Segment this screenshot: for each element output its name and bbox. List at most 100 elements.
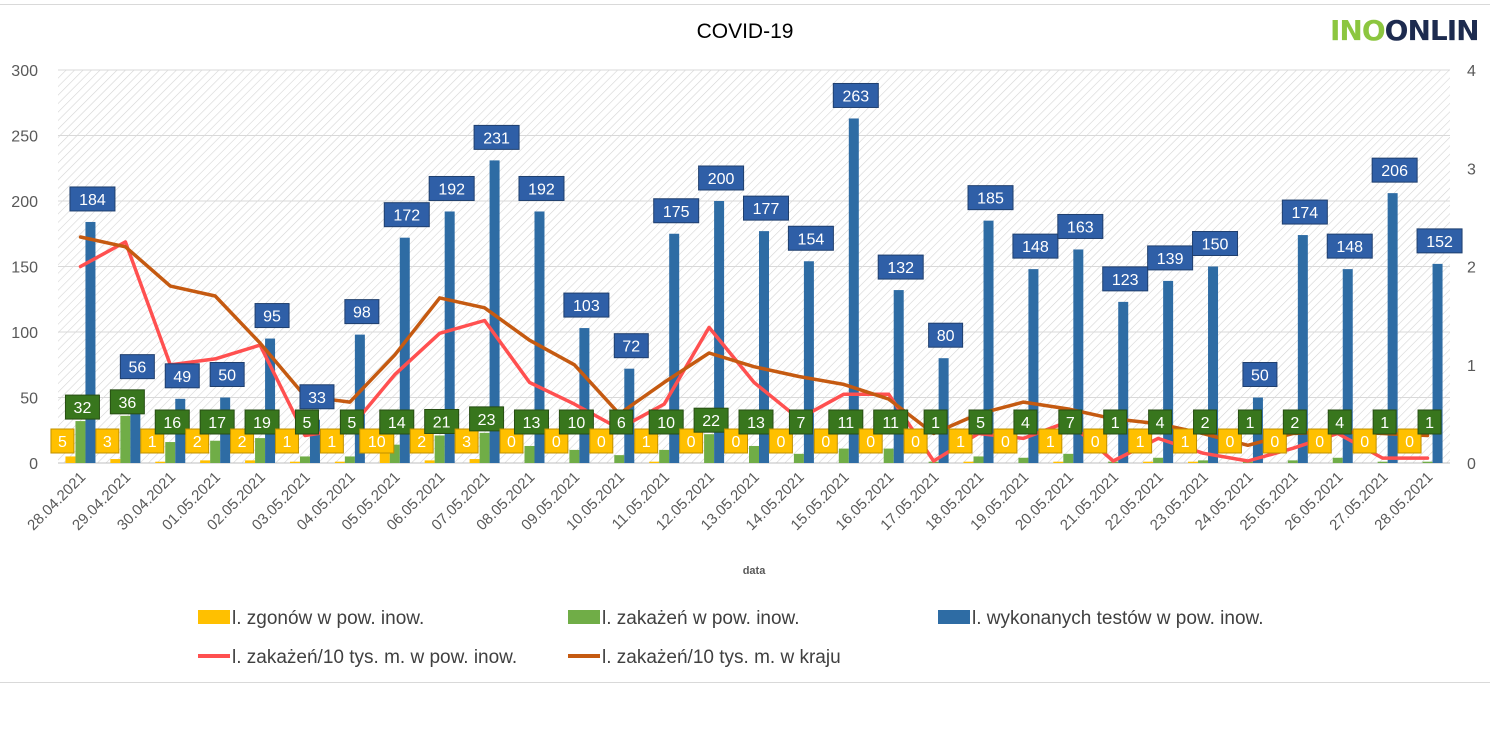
y2-tick-label: 0 bbox=[1467, 456, 1476, 473]
bar bbox=[424, 460, 435, 463]
data-label-box bbox=[1103, 409, 1128, 435]
data-label-box bbox=[230, 428, 255, 454]
bar bbox=[65, 456, 76, 463]
data-label-box bbox=[1038, 428, 1063, 454]
data-label: 56 bbox=[128, 360, 146, 377]
data-label-box bbox=[768, 428, 793, 454]
data-label: 0 bbox=[507, 434, 516, 451]
data-label-box bbox=[299, 384, 335, 410]
data-label-box bbox=[409, 428, 434, 454]
data-label-box bbox=[738, 409, 774, 435]
bar bbox=[165, 442, 176, 463]
bar bbox=[265, 338, 276, 463]
data-label-box bbox=[609, 409, 634, 435]
data-label-box bbox=[344, 299, 380, 325]
data-label-box bbox=[698, 165, 745, 191]
data-label-box bbox=[832, 82, 879, 108]
data-label: 150 bbox=[1202, 237, 1229, 254]
legend-swatch bbox=[198, 610, 230, 624]
data-label: 0 bbox=[1405, 434, 1414, 451]
data-label-box bbox=[513, 409, 549, 435]
bar bbox=[120, 415, 131, 463]
data-label-box bbox=[274, 428, 299, 454]
data-label: 0 bbox=[552, 434, 561, 451]
data-label: 139 bbox=[1157, 251, 1184, 268]
bar bbox=[255, 438, 266, 463]
bar bbox=[334, 461, 345, 463]
data-label-box bbox=[563, 292, 610, 318]
data-label: 95 bbox=[263, 309, 281, 326]
data-label: 19 bbox=[253, 415, 271, 432]
data-label-box bbox=[1327, 409, 1352, 435]
data-label-box bbox=[1217, 428, 1242, 454]
y-tick-label: 300 bbox=[11, 63, 38, 80]
data-label-box bbox=[1148, 409, 1173, 435]
data-label: 0 bbox=[1091, 434, 1100, 451]
data-label-box bbox=[693, 407, 729, 433]
legend-label: l. zgonów w pow. inow. bbox=[232, 608, 424, 629]
data-label-box bbox=[1128, 428, 1153, 454]
data-label-box bbox=[1192, 231, 1239, 256]
data-label-box bbox=[50, 428, 75, 454]
bar bbox=[489, 160, 500, 463]
bar bbox=[803, 261, 814, 463]
data-label: 172 bbox=[393, 208, 420, 225]
data-label: 5 bbox=[976, 415, 985, 432]
data-label: 10 bbox=[567, 415, 585, 432]
data-label: 2 bbox=[193, 434, 202, 451]
bar bbox=[534, 211, 545, 463]
data-label-box bbox=[254, 303, 290, 329]
data-label: 33 bbox=[308, 390, 326, 407]
bar bbox=[289, 461, 300, 463]
y-tick-label: 50 bbox=[20, 391, 38, 408]
bar bbox=[1287, 460, 1298, 463]
data-label: 154 bbox=[798, 231, 825, 248]
bar bbox=[1422, 461, 1433, 463]
data-label-box bbox=[1147, 245, 1194, 271]
data-label: 192 bbox=[528, 181, 555, 198]
bar bbox=[1118, 301, 1129, 463]
data-label-box bbox=[95, 428, 120, 454]
data-label-box bbox=[244, 409, 280, 435]
data-label: 72 bbox=[622, 339, 640, 356]
bar bbox=[1377, 461, 1388, 463]
logo-part-1: INO bbox=[1330, 14, 1386, 47]
data-label-box bbox=[69, 186, 116, 212]
bar bbox=[759, 231, 769, 463]
data-label-box bbox=[648, 409, 684, 435]
data-label-box bbox=[1012, 233, 1059, 259]
bar bbox=[893, 290, 904, 463]
bar bbox=[569, 449, 580, 463]
data-label-box bbox=[473, 124, 520, 150]
data-label-box bbox=[1397, 428, 1422, 454]
y2-tick-label: 2 bbox=[1467, 260, 1476, 277]
data-label: 2 bbox=[1290, 415, 1299, 432]
bar bbox=[389, 444, 400, 463]
legend-label: l. zakażeń/10 tys. m. w pow. inow. bbox=[232, 647, 517, 668]
data-label: 2 bbox=[417, 434, 426, 451]
data-label-box bbox=[613, 333, 649, 359]
data-label: 0 bbox=[687, 434, 696, 451]
data-label: 5 bbox=[347, 415, 356, 432]
bar bbox=[155, 461, 166, 463]
bar bbox=[399, 237, 410, 463]
data-label-box bbox=[154, 409, 190, 435]
data-label-box bbox=[424, 408, 460, 434]
data-label: 1 bbox=[1245, 415, 1254, 432]
bar bbox=[200, 460, 211, 463]
data-label-box bbox=[1083, 428, 1108, 454]
data-label: 0 bbox=[1315, 434, 1324, 451]
data-label-box bbox=[967, 185, 1014, 211]
data-label-box bbox=[858, 428, 883, 454]
data-label-box bbox=[119, 354, 155, 380]
data-label: 4 bbox=[1021, 415, 1030, 432]
data-label-box bbox=[1262, 428, 1287, 454]
series-line bbox=[78, 240, 1430, 463]
data-label: 0 bbox=[821, 434, 830, 451]
data-label: 148 bbox=[1022, 239, 1049, 256]
data-label: 80 bbox=[937, 328, 955, 345]
data-label-box bbox=[379, 409, 415, 435]
bar bbox=[344, 456, 355, 463]
data-label-box bbox=[454, 428, 479, 454]
